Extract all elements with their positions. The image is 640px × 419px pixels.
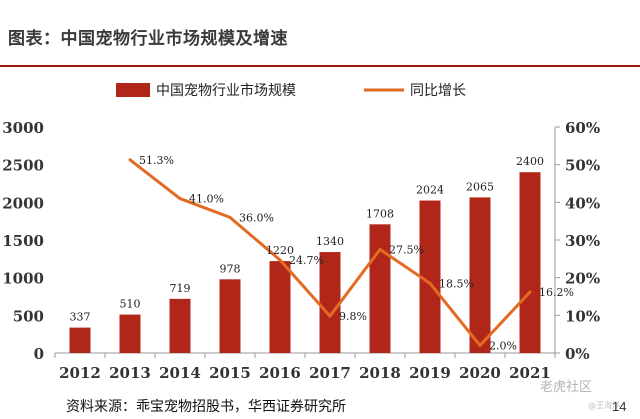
growth-value-label: 41.0% <box>189 193 224 206</box>
bar <box>519 172 541 353</box>
x-tick-label: 2013 <box>109 364 151 382</box>
growth-value-label: 2.0% <box>489 339 517 352</box>
growth-value-label: 9.8% <box>339 310 367 323</box>
growth-value-label: 36.0% <box>239 211 274 224</box>
growth-point <box>328 314 332 318</box>
x-tick-label: 2017 <box>309 364 351 382</box>
watermark-author: @王海洋 <box>588 401 620 410</box>
bar-value-label: 1220 <box>266 244 294 257</box>
page-number: 14 <box>612 399 627 414</box>
bar <box>369 224 391 353</box>
bar <box>319 252 341 353</box>
x-tick-label: 2016 <box>259 364 301 382</box>
bar <box>469 197 491 353</box>
bar-value-label: 2400 <box>516 155 544 168</box>
growth-point <box>378 247 382 251</box>
bar <box>269 261 291 353</box>
x-tick-label: 2020 <box>459 364 501 382</box>
bar-value-label: 510 <box>120 298 141 311</box>
growth-point <box>428 281 432 285</box>
y-right-tick-label: 50% <box>565 157 600 175</box>
legend-line-label: 同比增长 <box>410 83 466 99</box>
bar <box>69 327 91 353</box>
x-tick-label: 2015 <box>209 364 251 382</box>
x-tick-label: 2014 <box>159 364 201 382</box>
x-tick-label: 2021 <box>509 364 551 382</box>
chart-axes: 0 500 1000 1500 2000 2500 3000 0% 10% 20% 30% 40% 50… <box>2 119 600 382</box>
growth-value-label: 18.5% <box>439 277 474 290</box>
bar <box>119 314 141 353</box>
y-right-tick-label: 0% <box>565 345 590 363</box>
growth-point <box>278 258 282 262</box>
header-rule <box>0 65 640 67</box>
y-left-tick-label: 1000 <box>2 270 44 288</box>
y-left-tick-label: 2000 <box>2 194 44 212</box>
watermark-logo: 老虎社区 <box>540 380 593 395</box>
growth-point <box>228 215 232 219</box>
y-left-tick-label: 3000 <box>2 119 44 137</box>
growth-point <box>178 197 182 201</box>
y-right-tick-label: 40% <box>565 194 600 212</box>
y-right-tick-label: 20% <box>565 270 600 288</box>
bar <box>169 298 191 353</box>
bar-value-label: 719 <box>170 282 191 295</box>
bar-value-label: 2024 <box>416 184 444 197</box>
y-right-tick-label: 60% <box>565 119 600 137</box>
legend-bar-swatch <box>116 83 150 97</box>
line-series <box>128 158 532 347</box>
y-left-tick-label: 1500 <box>2 232 44 250</box>
data-labels: 337 510 719 978 1220 1340 1708 2024 2065 2400 51.3… <box>70 154 574 353</box>
bar-value-label: 1340 <box>316 235 344 248</box>
bar <box>419 200 441 353</box>
x-tick-label: 2018 <box>359 364 401 382</box>
bar-value-label: 337 <box>70 311 91 324</box>
chart-legend: 中国宠物行业市场规模 同比增长 <box>116 82 466 99</box>
bar-value-label: 2065 <box>466 180 494 193</box>
source-note: 资料来源：乖宝宠物招股书，华西证券研究所 <box>66 399 346 415</box>
growth-value-label: 24.7% <box>289 254 324 267</box>
growth-point <box>478 343 482 347</box>
y-right-tick-label: 10% <box>565 307 600 325</box>
chart-title: 图表：中国宠物行业市场规模及增速 <box>8 29 288 49</box>
y-left-tick-label: 2500 <box>2 157 44 175</box>
y-right-tick-label: 30% <box>565 232 600 250</box>
bar <box>219 279 241 353</box>
bar-value-label: 1708 <box>366 207 394 220</box>
y-left-tick-label: 500 <box>13 307 44 325</box>
growth-point <box>128 158 132 162</box>
growth-point <box>528 290 532 294</box>
growth-value-label: 16.2% <box>539 286 574 299</box>
x-tick-label: 2012 <box>59 364 101 382</box>
bar-value-label: 978 <box>220 262 241 275</box>
legend-bar-label: 中国宠物行业市场规模 <box>156 82 296 99</box>
growth-value-label: 51.3% <box>139 154 174 167</box>
y-left-tick-label: 0 <box>34 345 44 363</box>
x-tick-label: 2019 <box>409 364 451 382</box>
growth-value-label: 27.5% <box>389 243 424 256</box>
